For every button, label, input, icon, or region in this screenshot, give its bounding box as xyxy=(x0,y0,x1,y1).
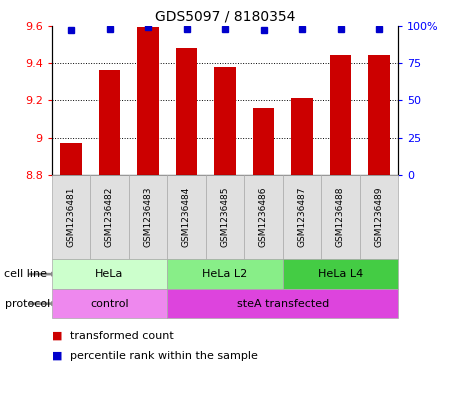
Bar xyxy=(214,66,236,175)
Text: HeLa L2: HeLa L2 xyxy=(202,269,248,279)
Bar xyxy=(137,28,158,175)
Bar xyxy=(253,108,274,175)
Text: percentile rank within the sample: percentile rank within the sample xyxy=(70,351,257,361)
Text: cell line: cell line xyxy=(4,269,48,279)
Text: GSM1236487: GSM1236487 xyxy=(297,187,306,247)
Text: GSM1236488: GSM1236488 xyxy=(336,187,345,247)
Bar xyxy=(60,143,81,175)
Text: protocol: protocol xyxy=(4,299,50,309)
Text: GSM1236485: GSM1236485 xyxy=(220,187,230,247)
Text: steA transfected: steA transfected xyxy=(237,299,329,309)
Text: transformed count: transformed count xyxy=(70,331,174,341)
Text: GSM1236489: GSM1236489 xyxy=(374,187,383,247)
Bar xyxy=(330,55,351,175)
Text: GSM1236483: GSM1236483 xyxy=(144,187,153,247)
Text: ■: ■ xyxy=(52,331,62,341)
Text: HeLa L4: HeLa L4 xyxy=(318,269,363,279)
Bar xyxy=(292,98,313,175)
Bar xyxy=(369,55,390,175)
Text: GSM1236486: GSM1236486 xyxy=(259,187,268,247)
Bar xyxy=(176,48,197,175)
Bar xyxy=(99,70,120,175)
Text: GSM1236482: GSM1236482 xyxy=(105,187,114,247)
Text: GDS5097 / 8180354: GDS5097 / 8180354 xyxy=(155,10,295,24)
Text: GSM1236481: GSM1236481 xyxy=(67,187,76,247)
Text: GSM1236484: GSM1236484 xyxy=(182,187,191,247)
Text: ■: ■ xyxy=(52,351,62,361)
Text: control: control xyxy=(90,299,129,309)
Text: HeLa: HeLa xyxy=(95,269,124,279)
